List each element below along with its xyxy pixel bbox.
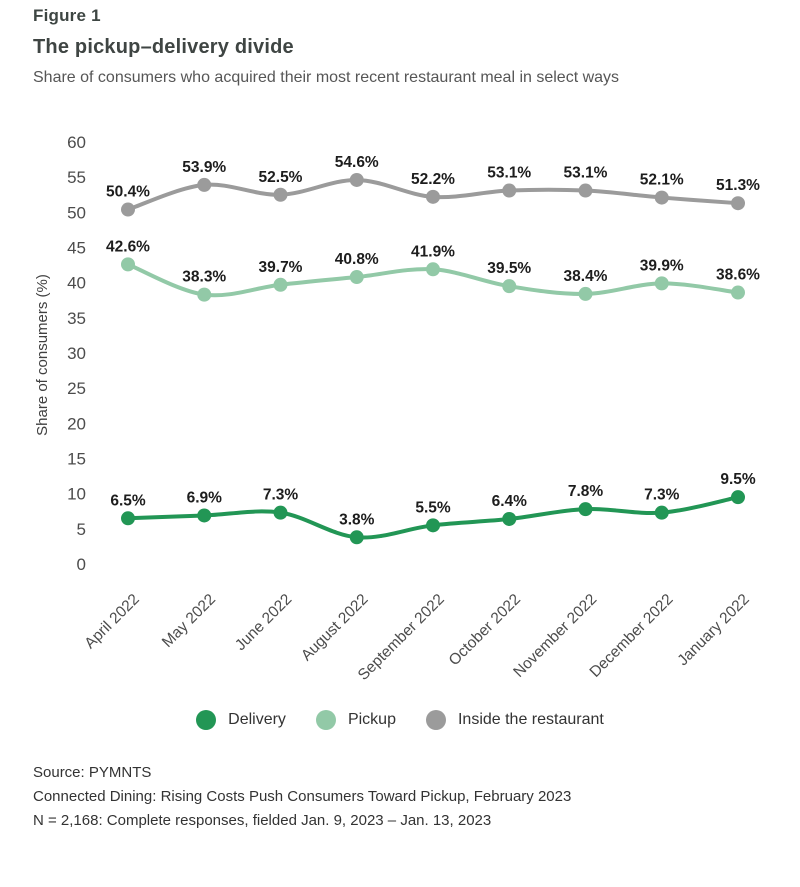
data-label: 3.8%: [339, 511, 375, 528]
y-tick-label: 30: [67, 344, 86, 363]
y-tick-label: 25: [67, 379, 86, 398]
data-label: 6.4%: [492, 493, 528, 510]
chart-subtitle: Share of consumers who acquired their mo…: [33, 69, 620, 86]
data-point: [654, 190, 669, 205]
report-line: Connected Dining: Rising Costs Push Cons…: [33, 788, 572, 805]
data-label: 39.7%: [259, 259, 303, 276]
data-point: [349, 172, 364, 187]
data-label: 42.6%: [106, 238, 150, 255]
y-tick-label: 10: [67, 485, 86, 504]
figure-label: Figure 1: [33, 6, 101, 25]
data-label: 38.6%: [716, 267, 760, 284]
data-point: [731, 196, 745, 211]
y-tick-label: 0: [77, 555, 86, 574]
data-label: 53.1%: [487, 165, 531, 182]
data-label: 53.1%: [564, 165, 608, 182]
chart-header: Figure 1 The pickup–delivery divide Shar…: [33, 6, 773, 87]
data-label: 7.8%: [568, 483, 604, 500]
y-tick-label: 45: [67, 239, 86, 258]
data-label: 38.3%: [182, 269, 226, 286]
sample-line: N = 2,168: Complete responses, fielded J…: [33, 812, 492, 829]
y-tick-label: 15: [67, 450, 86, 469]
data-point: [273, 505, 288, 520]
legend-item-inside: Inside the restaurant: [425, 710, 604, 730]
delivery-marker-icon: [196, 710, 217, 730]
data-label: 52.5%: [259, 169, 303, 186]
legend-label-pickup: Pickup: [347, 711, 396, 728]
legend: Delivery Pickup Inside the restaurant: [0, 710, 800, 730]
data-label: 51.3%: [716, 177, 760, 194]
x-tick-label: May 2022: [159, 591, 219, 651]
data-label: 52.1%: [640, 172, 684, 189]
data-label: 6.9%: [187, 489, 223, 506]
data-label: 6.5%: [110, 492, 146, 509]
y-tick-label: 60: [67, 133, 86, 152]
source-line: Source: PYMNTS: [33, 764, 152, 781]
data-point: [578, 286, 593, 301]
y-tick-label: 5: [77, 520, 86, 539]
data-label: 39.9%: [640, 257, 684, 274]
data-point: [731, 490, 745, 505]
data-label: 38.4%: [564, 268, 608, 285]
pickup-marker-icon: [315, 710, 336, 730]
data-label: 54.6%: [335, 154, 379, 171]
y-tick-label: 40: [67, 274, 86, 293]
data-point: [273, 187, 288, 202]
data-point: [273, 277, 288, 292]
data-point: [654, 276, 669, 291]
legend-label-inside: Inside the restaurant: [457, 711, 604, 728]
x-tick-label: August 2022: [298, 591, 372, 665]
x-tick-label: June 2022: [232, 591, 295, 654]
y-axis-title: Share of consumers (%): [34, 274, 51, 436]
legend-item-delivery: Delivery: [196, 710, 286, 730]
data-point: [197, 177, 212, 192]
data-point: [502, 511, 517, 526]
data-label: 39.5%: [487, 260, 531, 277]
data-point: [578, 502, 593, 517]
y-tick-label: 20: [67, 414, 86, 433]
data-point: [349, 270, 364, 285]
data-label: 5.5%: [415, 499, 451, 516]
data-point: [502, 183, 517, 198]
data-point: [197, 287, 212, 302]
data-label: 7.3%: [263, 487, 299, 504]
data-point: [426, 518, 440, 533]
data-point: [349, 530, 364, 545]
line-chart: 0 5 10 15 20 25 30 35 40 45 50 55 60 Share of consume…: [34, 133, 760, 684]
x-tick-label: April 2022: [81, 591, 142, 652]
data-point: [426, 262, 440, 277]
x-tick-label: January 2022: [674, 591, 752, 669]
legend-label-delivery: Delivery: [228, 711, 286, 728]
data-point: [426, 189, 440, 204]
legend-item-pickup: Pickup: [315, 710, 396, 730]
data-label: 52.2%: [411, 171, 455, 188]
data-point: [121, 202, 135, 217]
x-tick-label: December 2022: [587, 591, 677, 681]
data-label: 9.5%: [720, 471, 756, 488]
data-label: 41.9%: [411, 243, 455, 260]
data-point: [121, 257, 135, 272]
data-label: 50.4%: [106, 184, 150, 201]
data-point: [578, 183, 593, 198]
data-point: [654, 505, 669, 520]
data-point: [502, 279, 517, 294]
y-tick-label: 35: [67, 309, 86, 328]
x-tick-label: October 2022: [446, 591, 524, 669]
y-tick-label: 50: [67, 203, 86, 222]
data-label: 7.3%: [644, 487, 680, 504]
data-point: [731, 285, 745, 300]
inside-restaurant-marker-icon: [425, 710, 446, 730]
data-label: 40.8%: [335, 251, 379, 268]
page-title: The pickup–delivery divide: [33, 36, 294, 58]
y-tick-label: 55: [67, 168, 86, 187]
data-point: [197, 508, 212, 523]
data-point: [121, 511, 135, 526]
data-label: 53.9%: [182, 159, 226, 176]
source-footer: Source: PYMNTS Connected Dining: Rising …: [33, 764, 773, 836]
